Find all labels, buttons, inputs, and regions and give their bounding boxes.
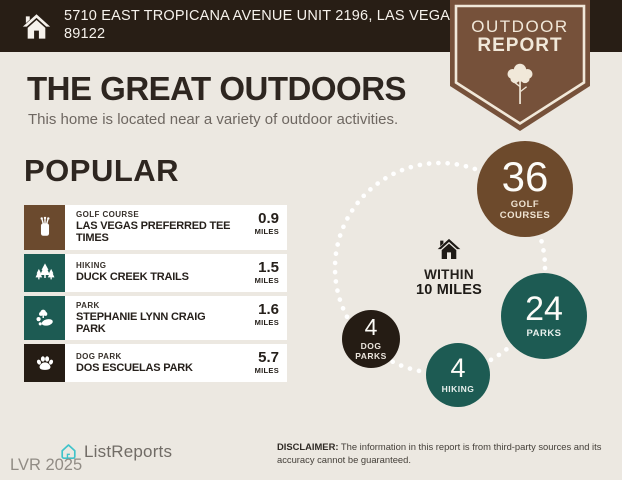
radius-label-line2: 10 MILES: [415, 282, 483, 298]
badge-title-line2: REPORT: [477, 35, 563, 56]
item-name: DOS ESCUELAS PARK: [76, 362, 193, 375]
stat-value: 4: [450, 353, 466, 384]
list-item-hiking: HIKING DUCK CREEK TRAILS 1.5 MILES: [24, 253, 287, 292]
disclaimer-text: The information in this report is from t…: [277, 441, 602, 466]
stat-value: 36: [501, 152, 549, 200]
item-distance: 1.6 MILES: [254, 300, 279, 327]
stat-label: GOLF COURSES: [499, 198, 551, 221]
popular-heading: POPULAR: [24, 153, 180, 188]
item-name: DUCK CREEK TRAILS: [76, 271, 189, 284]
address-line-1: 5710 EAST TROPICANA AVENUE UNIT 2196, LA…: [64, 8, 489, 25]
listreports-logo: ListReports: [58, 441, 172, 462]
stat-bubble-dog-parks: 4 DOG PARKS: [342, 310, 400, 368]
tree-icon: [507, 63, 533, 104]
page-title: THE GREAT OUTDOORS: [27, 70, 407, 107]
item-category: GOLF COURSE: [76, 210, 140, 219]
outdoor-report-badge: OUTDOOR REPORT: [450, 0, 590, 134]
stat-label: HIKING: [441, 383, 475, 394]
radius-label-line1: WITHIN: [424, 267, 474, 282]
paw-icon: [24, 344, 65, 383]
item-category: PARK: [76, 300, 100, 310]
stat-value: 24: [525, 290, 563, 329]
item-distance: 1.5 MILES: [254, 258, 279, 285]
golf-bag-icon: [24, 205, 65, 250]
list-item-dog-park: DOG PARK DOS ESCUELAS PARK 5.7 MILES: [24, 344, 287, 383]
disclaimer-label: DISCLAIMER:: [277, 441, 339, 452]
house-icon: [437, 238, 461, 259]
popular-list: GOLF COURSE LAS VEGAS PREFERRED TEE TIME…: [24, 205, 287, 383]
disclaimer: DISCLAIMER: The information in this repo…: [277, 440, 609, 467]
item-category: HIKING: [76, 261, 107, 271]
stat-value: 4: [364, 314, 378, 341]
item-category: DOG PARK: [76, 352, 122, 362]
watermark: LVR 2025: [10, 456, 83, 474]
item-name: STEPHANIE LYNN CRAIG PARK: [76, 310, 206, 335]
radius-center: WITHIN 10 MILES: [399, 237, 499, 298]
stat-bubble-parks: 24 PARKS: [501, 273, 587, 359]
house-icon: [22, 14, 51, 39]
list-item-golf-course: GOLF COURSE LAS VEGAS PREFERRED TEE TIME…: [24, 205, 287, 250]
brand-name: ListReports: [84, 441, 173, 461]
address-line-2: 89122: [64, 26, 106, 42]
stat-label: PARKS: [526, 327, 562, 339]
item-name: LAS VEGAS PREFERRED TEE TIMES: [76, 220, 231, 245]
property-address: 5710 EAST TROPICANA AVENUE UNIT 2196, LA…: [64, 8, 494, 43]
list-item-park: PARK STEPHANIE LYNN CRAIG PARK 1.6 MILES: [24, 295, 287, 341]
stat-label: DOG PARKS: [355, 340, 387, 361]
stat-bubble-hiking: 4 HIKING: [426, 343, 490, 407]
page-subtitle: This home is located near a variety of o…: [28, 111, 399, 128]
stat-bubble-golf-courses: 36 GOLF COURSES: [477, 141, 573, 237]
park-icon: [24, 295, 65, 341]
badge-title-line1: OUTDOOR: [471, 17, 569, 36]
pine-trees-icon: [24, 253, 65, 292]
listreports-house-icon: [61, 444, 76, 459]
item-distance: 0.9 MILES: [254, 210, 279, 236]
item-distance: 5.7 MILES: [254, 349, 279, 376]
